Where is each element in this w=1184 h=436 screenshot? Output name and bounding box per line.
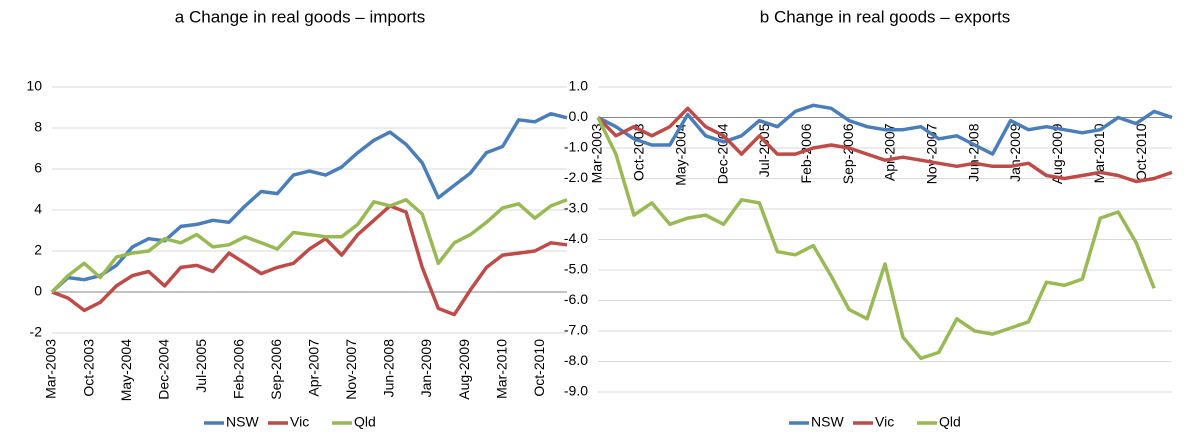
- line-series: [597, 103, 1173, 156]
- y-tick-label: -9.0: [564, 383, 588, 399]
- y-tick-label: -5.0: [564, 261, 588, 277]
- chart: a Change in real goods – imports -2 0 2 4 6 8 1…: [26, 7, 568, 430]
- legend-label: Vic: [290, 414, 309, 430]
- y-tick-label: -8.0: [564, 352, 588, 368]
- x-tick-label: Jul-2005: [756, 123, 772, 177]
- y-tick-label: -4.0: [564, 230, 588, 246]
- x-tick-label: Apr-2007: [882, 123, 898, 181]
- x-tick-label: Oct-2010: [1133, 123, 1149, 181]
- x-tick-label: Mar-2003: [43, 339, 59, 399]
- x-tick-label: Apr-2007: [306, 339, 322, 397]
- y-tick-label: -7.0: [564, 322, 588, 338]
- x-tick-label: Mar-2010: [1091, 123, 1107, 183]
- x-tick-label: Jan-2009: [418, 339, 434, 398]
- x-tick-label: May-2004: [118, 339, 134, 401]
- legend-label: Vic: [875, 414, 894, 430]
- y-tick-label: 0.0: [569, 108, 589, 124]
- x-tick-label: Sep-2006: [840, 123, 856, 184]
- x-tick-label: Mar-2010: [493, 339, 509, 399]
- y-tick-label: -2.0: [564, 169, 588, 185]
- line-series: [50, 198, 568, 294]
- chart-title: a Change in real goods – imports: [175, 7, 425, 26]
- x-tick-label: Feb-2006: [798, 123, 814, 183]
- legend-label: NSW: [811, 414, 844, 430]
- line-series: [596, 106, 1173, 184]
- y-tick-label: -2: [30, 324, 43, 340]
- legend-label: NSW: [226, 414, 259, 430]
- x-tick-label: Jun-2008: [965, 123, 981, 182]
- x-tick-label: Feb-2006: [230, 339, 246, 399]
- x-tick-label: Aug-2009: [1049, 123, 1065, 184]
- line-series: [51, 204, 568, 317]
- x-tick-label: Jul-2005: [193, 339, 209, 393]
- chart-title: b Change in real goods – exports: [760, 7, 1010, 26]
- y-tick-label: 10: [26, 78, 42, 94]
- x-tick-label: Dec-2004: [155, 339, 171, 400]
- x-tick-label: Aug-2009: [456, 339, 472, 400]
- x-tick-label: May-2004: [672, 123, 688, 185]
- x-tick-label: Sep-2006: [268, 339, 284, 400]
- y-tick-label: -3.0: [564, 200, 588, 216]
- chart: b Change in real goods – exports -9.0 -8.0…: [564, 7, 1173, 430]
- legend-label: Qld: [939, 414, 961, 430]
- y-tick-label: 0: [34, 283, 42, 299]
- line-series: [50, 111, 568, 294]
- y-tick-label: -6.0: [564, 291, 588, 307]
- y-tick-label: 8: [34, 119, 42, 135]
- x-tick-label: Mar-2003: [589, 123, 605, 183]
- x-tick-label: Jan-2009: [1007, 123, 1023, 182]
- x-tick-label: Jun-2008: [381, 339, 397, 398]
- line-series: [596, 116, 1156, 361]
- y-tick-label: 6: [34, 160, 42, 176]
- y-tick-label: 1.0: [569, 78, 589, 94]
- y-tick-label: -1.0: [564, 139, 588, 155]
- x-tick-label: Nov-2007: [343, 339, 359, 400]
- legend-label: Qld: [354, 414, 376, 430]
- x-tick-label: Oct-2003: [80, 339, 96, 397]
- y-tick-label: 4: [34, 201, 42, 217]
- y-tick-label: 2: [34, 242, 42, 258]
- x-tick-label: Oct-2010: [531, 339, 547, 397]
